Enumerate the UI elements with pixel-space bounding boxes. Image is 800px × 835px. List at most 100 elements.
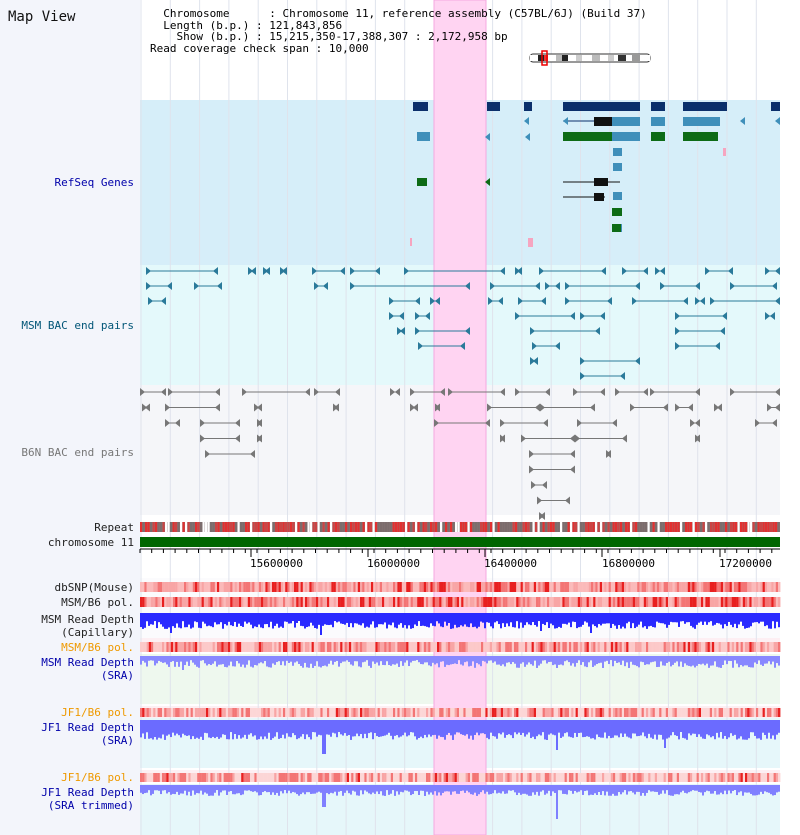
depth-bar: [474, 720, 476, 735]
depth-bar: [234, 720, 236, 735]
polymorphism-cell: [606, 773, 609, 782]
polymorphism-cell: [432, 582, 435, 592]
depth-bar: [760, 785, 762, 792]
repeat-segment: [607, 522, 610, 532]
depth-bar: [758, 785, 760, 795]
depth-bar: [620, 656, 622, 665]
polymorphism-cell: [467, 582, 471, 592]
polymorphism-cell: [441, 773, 444, 782]
track-label-msm-b6-pol-sra[interactable]: MSM/B6 pol.: [61, 641, 134, 654]
track-label-refseq[interactable]: RefSeq Genes: [54, 176, 134, 189]
track-label-msm-bac[interactable]: MSM BAC end pairs: [21, 319, 134, 332]
depth-bar: [536, 720, 538, 737]
repeat-segment: [292, 522, 295, 532]
polymorphism-cell: [470, 642, 473, 652]
depth-bar: [172, 720, 174, 733]
depth-bar: [698, 656, 700, 664]
jf1-depth-trim-line1: JF1 Read Depth: [41, 786, 134, 799]
bac-end-marker: [570, 465, 575, 474]
track-label-msm-depth-capillary[interactable]: MSM Read Depth (Capillary): [0, 613, 134, 639]
depth-bar: [684, 656, 686, 664]
depth-bar: [722, 613, 724, 629]
depth-bar: [628, 720, 630, 738]
gene-arrow: [525, 133, 530, 141]
depth-bar: [280, 785, 282, 792]
depth-bar: [600, 720, 602, 738]
polymorphism-cell: [142, 708, 145, 717]
depth-bar: [652, 656, 654, 662]
polymorphism-cell: [604, 597, 607, 607]
track-label-b6n-bac[interactable]: B6N BAC end pairs: [21, 446, 134, 459]
track-label-msm-b6-pol[interactable]: MSM/B6 pol.: [61, 596, 134, 609]
bac-end-marker: [314, 282, 319, 290]
polymorphism-cell: [338, 642, 341, 652]
polymorphism-cell: [626, 597, 629, 607]
polymorphism-cell: [388, 582, 391, 592]
track-label-msm-depth-sra[interactable]: MSM Read Depth (SRA): [0, 656, 134, 682]
repeat-segment: [375, 522, 378, 532]
polymorphism-cell: [219, 597, 222, 607]
polymorphism-cell: [639, 597, 642, 607]
track-label-jf1-depth-sra[interactable]: JF1 Read Depth (SRA): [0, 721, 134, 747]
depth-bar: [710, 785, 712, 794]
polymorphism-cell: [531, 597, 534, 607]
polymorphism-cell: [313, 597, 317, 607]
polymorphism-cell: [621, 773, 625, 782]
depth-bar: [518, 720, 520, 733]
polymorphism-cell: [571, 642, 574, 652]
polymorphism-cell: [236, 708, 240, 717]
depth-bar: [644, 613, 646, 627]
depth-bar: [266, 613, 268, 625]
depth-bar: [222, 656, 224, 665]
polymorphism-cell: [751, 708, 754, 717]
track-label-jf1-b6-pol-trimmed[interactable]: JF1/B6 pol.: [61, 771, 134, 784]
polymorphism-cell: [496, 642, 499, 652]
repeat-segment: [192, 522, 195, 532]
polymorphism-cell: [214, 773, 218, 782]
polymorphism-cell: [650, 597, 653, 607]
track-label-dbsnp[interactable]: dbSNP(Mouse): [54, 581, 134, 594]
polymorphism-cell: [487, 642, 490, 652]
depth-bar: [502, 656, 504, 665]
repeat-segment: [425, 522, 428, 532]
repeat-segment: [140, 522, 143, 532]
depth-bar: [242, 613, 244, 627]
depth-bar: [164, 785, 166, 791]
depth-bar: [542, 720, 544, 733]
polymorphism-cell: [714, 773, 717, 782]
polymorphism-cell: [159, 642, 163, 652]
polymorphism-cell: [716, 773, 719, 782]
polymorphism-cell: [597, 708, 600, 717]
polymorphism-cell: [417, 597, 420, 607]
polymorphism-cell: [401, 773, 405, 782]
polymorphism-cell: [397, 773, 400, 782]
polymorphism-cell: [553, 582, 556, 592]
depth-bar: [576, 720, 578, 737]
polymorphism-cell: [309, 773, 312, 782]
depth-bar: [580, 613, 582, 627]
depth-bar: [774, 720, 776, 740]
track-label-jf1-b6-pol[interactable]: JF1/B6 pol.: [61, 706, 134, 719]
polymorphism-cell: [140, 708, 143, 717]
polymorphism-cell: [643, 708, 647, 717]
polymorphism-cell: [203, 773, 207, 782]
track-label-repeat[interactable]: Repeat: [94, 521, 134, 534]
depth-bar: [484, 720, 486, 735]
bac-end-marker: [425, 312, 430, 320]
repeat-segment: [197, 522, 200, 532]
depth-bar: [380, 613, 382, 625]
depth-bar: [726, 720, 728, 740]
depth-bar: [254, 720, 256, 736]
polymorphism-cell: [243, 582, 246, 592]
depth-bar: [404, 656, 406, 663]
depth-bar: [222, 785, 224, 791]
track-label-jf1-depth-trimmed[interactable]: JF1 Read Depth (SRA trimmed): [0, 786, 134, 812]
depth-bar: [626, 785, 628, 795]
repeat-segment: [695, 522, 698, 532]
depth-bar: [164, 613, 166, 629]
depth-bar: [368, 785, 370, 794]
polymorphism-cell: [586, 582, 589, 592]
depth-bar: [568, 613, 570, 623]
depth-bar: [358, 785, 360, 796]
polymorphism-cell: [166, 708, 169, 717]
